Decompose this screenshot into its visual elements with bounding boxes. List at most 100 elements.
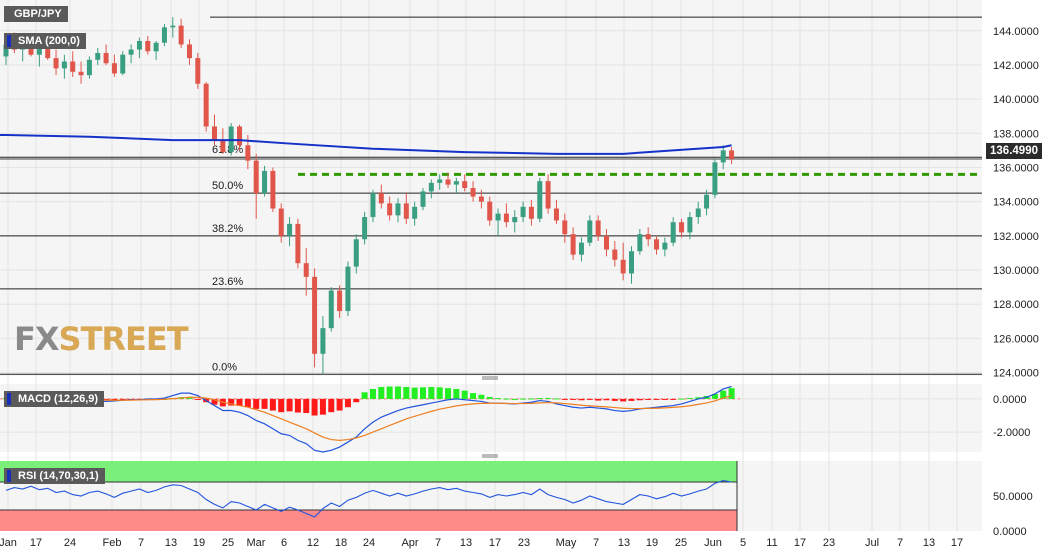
macd-histogram-bar: [553, 398, 560, 400]
rsi-line: [5, 480, 732, 518]
macd-histogram-bar: [445, 388, 452, 399]
macd-tag[interactable]: MACD (12,26,9): [4, 391, 105, 407]
macd-histogram-bar: [294, 398, 301, 413]
macd-histogram-bar: [603, 398, 610, 401]
panel-drag-handles[interactable]: [482, 376, 498, 458]
candle-body: [553, 208, 559, 221]
symbol-tag[interactable]: GBP/JPY: [4, 6, 68, 22]
macd-label: MACD (12,26,9): [18, 393, 99, 405]
candle-body: [3, 44, 9, 57]
candle-body: [161, 27, 167, 43]
candle-body: [287, 223, 293, 236]
macd-histogram-bar: [244, 398, 251, 408]
candle-body: [170, 25, 176, 28]
macd-histogram-bar: [711, 393, 718, 399]
fib-label: 38.2%: [212, 223, 243, 235]
time-tick-label: Jun: [704, 537, 722, 549]
candle-body: [704, 194, 710, 209]
time-tick-label: 23: [518, 537, 530, 549]
candle-body: [253, 160, 259, 194]
candle-body: [420, 191, 426, 207]
candle-body: [78, 71, 84, 76]
candle-body: [237, 126, 243, 146]
time-tick-label: Jul: [865, 537, 879, 549]
macd-histogram-bar: [411, 387, 418, 399]
candle-body: [387, 203, 393, 216]
candle-body: [437, 179, 443, 183]
macd-histogram-bar: [645, 398, 652, 400]
macd-histogram-bar: [686, 397, 693, 399]
candle-body: [412, 206, 418, 219]
sma-polyline: [0, 134, 732, 155]
time-tick-label: Feb: [103, 537, 122, 549]
macd-histogram-bar: [319, 398, 326, 415]
macd-histogram-bar: [194, 398, 201, 400]
last-price-tag: 136.4990: [986, 143, 1042, 159]
macd-histogram-bar: [536, 398, 543, 400]
time-tick-label: 19: [646, 537, 658, 549]
candle-body: [53, 58, 59, 69]
candle-body: [145, 41, 151, 52]
candle-body: [153, 42, 159, 52]
macd-histogram-bar: [503, 398, 510, 400]
macd-histogram-bar: [344, 398, 351, 408]
candle-body: [303, 263, 309, 277]
candle-body: [570, 234, 576, 255]
candle-body: [462, 181, 468, 188]
candle-body: [470, 188, 476, 197]
macd-histogram-bar: [670, 398, 677, 400]
fib-label: 50.0%: [212, 180, 243, 192]
candle-body: [345, 266, 351, 312]
sma-color-swatch: [7, 35, 11, 47]
candle-body: [620, 259, 626, 274]
time-tick-label: 17: [951, 537, 963, 549]
time-tick-label: 18: [335, 537, 347, 549]
candle-body: [428, 182, 434, 192]
candle-body: [679, 222, 685, 233]
rsi-label: RSI (14,70,30,1): [18, 470, 99, 482]
candle-body: [687, 217, 693, 233]
price-tick-label: 126.0000: [993, 333, 1039, 345]
candle-body: [645, 234, 651, 240]
time-tick-label: 19: [193, 537, 205, 549]
time-tick-label: 17: [30, 537, 42, 549]
candle-body: [587, 220, 593, 243]
macd-histogram-bar: [311, 398, 318, 416]
candle-body: [178, 25, 184, 45]
candle-body: [295, 223, 301, 264]
macd-histogram-bar: [353, 398, 360, 403]
main-plot-bg: [0, 0, 982, 376]
candle-body: [612, 249, 618, 260]
candles: [3, 17, 735, 375]
time-tick-label: 13: [618, 537, 630, 549]
macd-histogram-bar: [653, 398, 660, 400]
fibonacci-levels: 61.8% 50.0% 38.2% 23.6% 0.0%: [0, 16, 982, 375]
macd-signal-line: [6, 395, 732, 441]
price-tick-label: 128.0000: [993, 299, 1039, 311]
time-tick-label: 24: [64, 537, 76, 549]
candle-body: [278, 208, 284, 236]
macd-histogram-bar: [420, 387, 426, 399]
candle-body: [136, 41, 142, 50]
rsi-tag[interactable]: RSI (14,70,30,1): [4, 468, 105, 484]
fxstreet-logo: FXSTREET: [14, 320, 189, 358]
time-tick-label: Jan: [0, 537, 17, 549]
y-axis-labels: 144.0000 142.0000 140.0000 138.0000 136.0000…: [993, 26, 1039, 538]
macd-histogram-bar: [111, 398, 118, 401]
candle-body: [528, 206, 534, 219]
macd-histogram-bar: [378, 386, 385, 399]
time-tick-label: 7: [897, 537, 903, 549]
candle-body: [120, 54, 126, 74]
macd-histogram-bar: [394, 386, 401, 399]
candle-body: [720, 150, 726, 163]
macd-histogram-bar: [278, 398, 285, 413]
macd-histogram-bar: [528, 398, 535, 400]
macd-histogram-bar: [328, 398, 335, 413]
sma-tag[interactable]: SMA (200,0): [4, 33, 86, 49]
macd-histogram-bar: [336, 398, 343, 411]
candle-body: [729, 150, 735, 159]
price-tick-label: 140.0000: [993, 94, 1039, 106]
macd-histogram-bar: [386, 386, 393, 399]
macd-histogram-bar: [720, 390, 727, 399]
macd-histogram-bar: [595, 398, 602, 401]
